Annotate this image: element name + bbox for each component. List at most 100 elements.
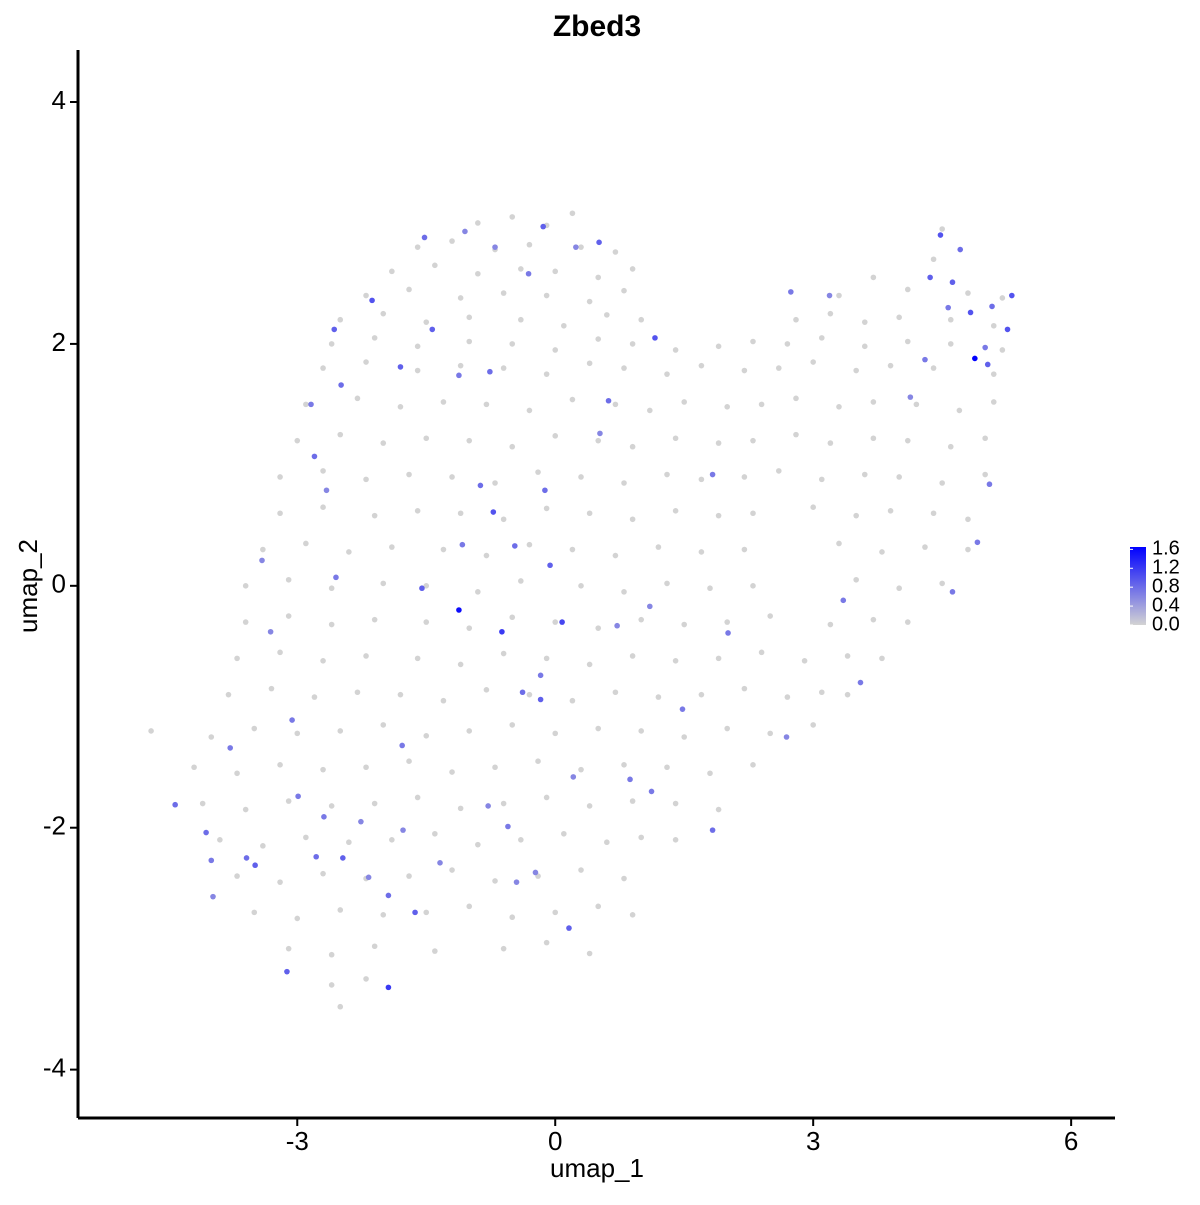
point bbox=[294, 437, 301, 444]
point bbox=[552, 268, 559, 275]
point bbox=[586, 803, 593, 809]
point bbox=[440, 399, 447, 405]
point bbox=[552, 730, 559, 737]
point bbox=[927, 274, 933, 281]
point bbox=[328, 951, 335, 958]
y-tick-label: 0 bbox=[52, 569, 66, 599]
x-tick-label: -3 bbox=[286, 1126, 309, 1156]
point bbox=[303, 834, 309, 841]
point bbox=[853, 512, 859, 519]
point bbox=[346, 839, 352, 846]
point bbox=[947, 316, 954, 323]
point bbox=[406, 286, 412, 293]
point bbox=[354, 395, 361, 402]
point bbox=[462, 228, 468, 235]
point bbox=[986, 481, 993, 488]
point bbox=[990, 399, 997, 405]
point bbox=[294, 915, 301, 922]
point bbox=[647, 407, 653, 414]
point bbox=[295, 793, 301, 800]
point bbox=[513, 879, 520, 885]
point bbox=[509, 214, 516, 220]
point bbox=[896, 474, 902, 480]
point bbox=[313, 853, 319, 860]
point bbox=[586, 950, 593, 957]
point bbox=[879, 655, 885, 662]
point bbox=[569, 396, 576, 403]
point bbox=[887, 508, 894, 514]
point bbox=[543, 371, 550, 377]
point bbox=[741, 474, 748, 480]
point bbox=[490, 509, 497, 515]
point bbox=[526, 407, 533, 414]
point bbox=[466, 903, 473, 910]
point bbox=[801, 658, 808, 664]
point bbox=[552, 619, 559, 625]
point bbox=[414, 794, 421, 801]
point bbox=[492, 244, 498, 250]
point bbox=[400, 827, 406, 833]
point bbox=[896, 585, 902, 592]
point bbox=[629, 341, 636, 347]
point bbox=[537, 672, 544, 679]
point bbox=[870, 399, 877, 405]
point bbox=[380, 722, 387, 728]
point bbox=[331, 326, 338, 333]
point bbox=[715, 655, 722, 662]
point bbox=[949, 279, 956, 286]
colorbar-tick-label: 1.6 bbox=[1152, 538, 1180, 560]
point bbox=[621, 480, 627, 486]
point bbox=[234, 655, 240, 662]
point bbox=[509, 614, 516, 621]
point bbox=[277, 510, 283, 517]
point bbox=[414, 244, 421, 250]
point bbox=[337, 431, 344, 438]
point bbox=[586, 298, 593, 305]
point bbox=[904, 286, 911, 293]
point bbox=[532, 869, 539, 876]
point bbox=[311, 453, 318, 460]
point bbox=[793, 431, 799, 438]
point bbox=[725, 630, 731, 636]
point bbox=[836, 540, 842, 547]
point bbox=[578, 474, 584, 480]
point bbox=[595, 336, 602, 342]
point bbox=[340, 855, 346, 861]
point bbox=[333, 574, 339, 581]
point bbox=[259, 557, 265, 564]
point bbox=[363, 359, 369, 365]
point bbox=[412, 909, 418, 916]
point bbox=[595, 903, 602, 910]
point bbox=[679, 706, 686, 712]
point bbox=[267, 628, 274, 635]
point bbox=[459, 541, 466, 548]
point bbox=[389, 837, 395, 843]
point bbox=[586, 360, 593, 367]
point bbox=[537, 696, 544, 703]
point bbox=[432, 948, 438, 954]
point bbox=[172, 801, 178, 808]
point bbox=[148, 728, 154, 734]
point bbox=[681, 734, 688, 740]
point bbox=[965, 516, 971, 523]
point bbox=[363, 476, 369, 483]
point bbox=[320, 870, 326, 877]
point bbox=[457, 805, 464, 812]
point bbox=[647, 603, 653, 610]
point bbox=[715, 343, 722, 350]
point bbox=[870, 616, 877, 623]
point bbox=[578, 244, 584, 250]
point bbox=[707, 585, 713, 592]
point bbox=[638, 316, 645, 323]
point bbox=[595, 725, 602, 732]
point bbox=[586, 661, 593, 668]
point bbox=[621, 589, 627, 595]
point bbox=[234, 873, 240, 879]
point bbox=[672, 658, 679, 664]
colorbar-tick-label: 0.0 bbox=[1152, 613, 1180, 635]
point bbox=[939, 226, 945, 232]
point bbox=[518, 578, 524, 584]
point bbox=[698, 549, 705, 555]
point bbox=[672, 800, 679, 807]
